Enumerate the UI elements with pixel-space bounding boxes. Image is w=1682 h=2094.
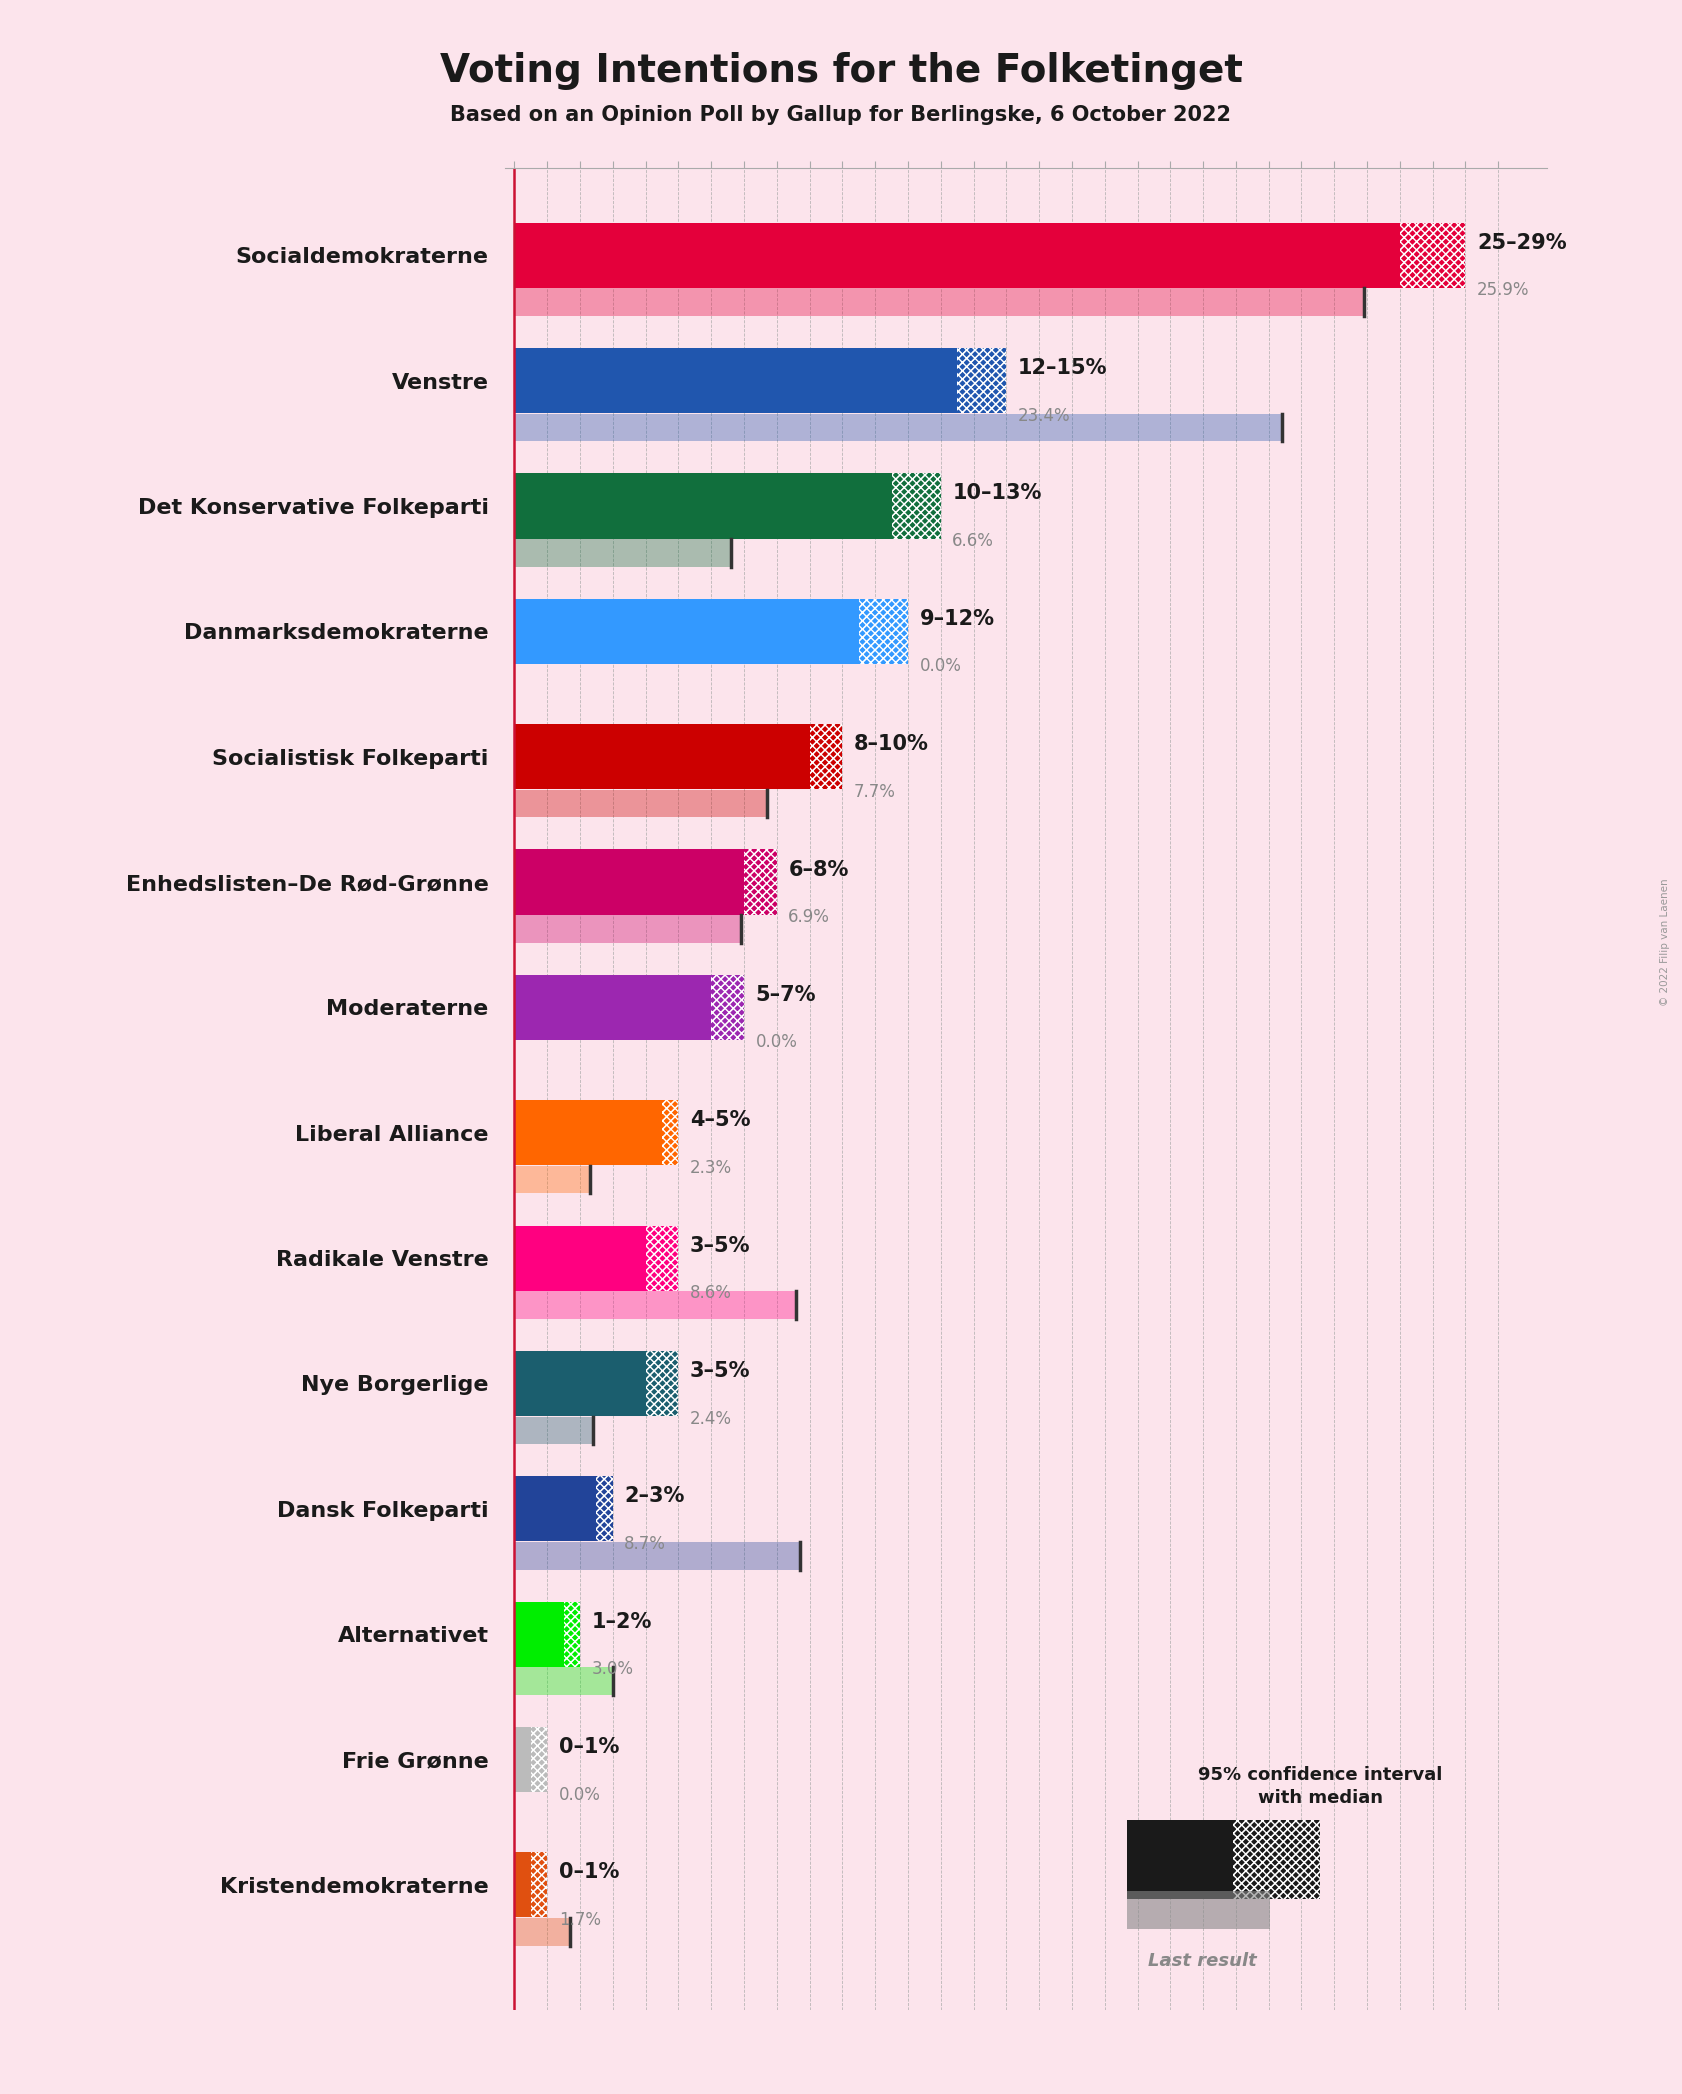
Bar [515, 1853, 532, 1918]
Text: 5–7%: 5–7% [755, 984, 816, 1005]
Text: 3.0%: 3.0% [592, 1661, 634, 1677]
Text: 25–29%: 25–29% [1477, 232, 1566, 253]
Text: 1.7%: 1.7% [558, 1912, 600, 1929]
Bar [515, 348, 957, 413]
Bar [515, 725, 809, 789]
Bar [711, 976, 743, 1041]
Text: 1–2%: 1–2% [592, 1612, 653, 1631]
Bar [563, 1602, 580, 1667]
Bar [515, 1541, 799, 1570]
Bar [711, 976, 743, 1041]
Bar [515, 289, 1364, 316]
Text: 0–1%: 0–1% [558, 1862, 619, 1883]
Text: © 2022 Filip van Laenen: © 2022 Filip van Laenen [1660, 879, 1670, 1005]
Bar [1233, 1820, 1320, 1899]
Bar [1127, 1820, 1233, 1899]
Text: 0.0%: 0.0% [920, 658, 962, 676]
Bar [860, 599, 908, 664]
Text: Voting Intentions for the Folketinget: Voting Intentions for the Folketinget [439, 52, 1243, 90]
Bar [515, 538, 732, 567]
Bar [809, 725, 843, 789]
Text: 4–5%: 4–5% [690, 1110, 750, 1131]
Bar [515, 1728, 532, 1792]
Bar [663, 1099, 678, 1166]
Bar [515, 1292, 797, 1319]
Text: 10–13%: 10–13% [952, 484, 1041, 503]
Bar [563, 1602, 580, 1667]
Bar [1233, 1820, 1320, 1899]
Bar [515, 1667, 612, 1694]
Text: 6.6%: 6.6% [952, 532, 994, 551]
Bar [957, 348, 1006, 413]
Bar [515, 1418, 594, 1445]
Bar [515, 1099, 663, 1166]
Bar [532, 1853, 547, 1918]
Bar [515, 976, 711, 1041]
Bar [646, 1225, 678, 1290]
Text: 25.9%: 25.9% [1477, 281, 1529, 299]
Bar [515, 915, 740, 942]
Bar [515, 1918, 570, 1945]
Text: 3–5%: 3–5% [690, 1361, 750, 1380]
Text: 9–12%: 9–12% [920, 609, 994, 628]
Bar [515, 1225, 646, 1290]
Text: 8–10%: 8–10% [854, 735, 928, 754]
Bar [515, 222, 1399, 287]
Bar [532, 1728, 547, 1792]
Bar [957, 348, 1006, 413]
Bar [515, 1602, 563, 1667]
Bar [532, 1728, 547, 1792]
Text: 0–1%: 0–1% [558, 1738, 619, 1757]
Bar [809, 725, 843, 789]
Text: 2.3%: 2.3% [690, 1158, 732, 1177]
Text: 7.7%: 7.7% [854, 783, 897, 800]
Bar [646, 1225, 678, 1290]
Text: 8.6%: 8.6% [690, 1284, 732, 1302]
Text: 23.4%: 23.4% [1018, 406, 1070, 425]
Bar [597, 1476, 612, 1541]
Text: Based on an Opinion Poll by Gallup for Berlingske, 6 October 2022: Based on an Opinion Poll by Gallup for B… [451, 105, 1231, 126]
Bar [515, 1476, 597, 1541]
Text: 8.7%: 8.7% [624, 1535, 666, 1554]
Bar [646, 1351, 678, 1416]
Bar [515, 599, 860, 664]
Bar [663, 1099, 678, 1166]
Bar [515, 415, 1282, 442]
Text: 0.0%: 0.0% [755, 1034, 797, 1051]
Bar [532, 1853, 547, 1918]
Bar [891, 473, 940, 538]
Bar [515, 1166, 590, 1194]
Text: 6–8%: 6–8% [789, 859, 849, 879]
Bar [515, 1351, 646, 1416]
Bar [1399, 222, 1465, 287]
Bar [891, 473, 940, 538]
Text: 0.0%: 0.0% [558, 1786, 600, 1803]
Bar [597, 1476, 612, 1541]
Text: 2.4%: 2.4% [690, 1409, 732, 1428]
Bar [515, 473, 891, 538]
Bar [743, 850, 777, 915]
Text: 6.9%: 6.9% [789, 909, 831, 926]
Text: 95% confidence interval
with median: 95% confidence interval with median [1198, 1765, 1443, 1807]
Bar [743, 850, 777, 915]
Bar [515, 789, 767, 817]
Bar [860, 599, 908, 664]
Bar [646, 1351, 678, 1416]
Text: 12–15%: 12–15% [1018, 358, 1107, 379]
Text: Last result: Last result [1149, 1952, 1256, 1970]
Text: 3–5%: 3–5% [690, 1235, 750, 1256]
Bar [1399, 222, 1465, 287]
Bar [515, 850, 743, 915]
Text: 2–3%: 2–3% [624, 1487, 685, 1506]
